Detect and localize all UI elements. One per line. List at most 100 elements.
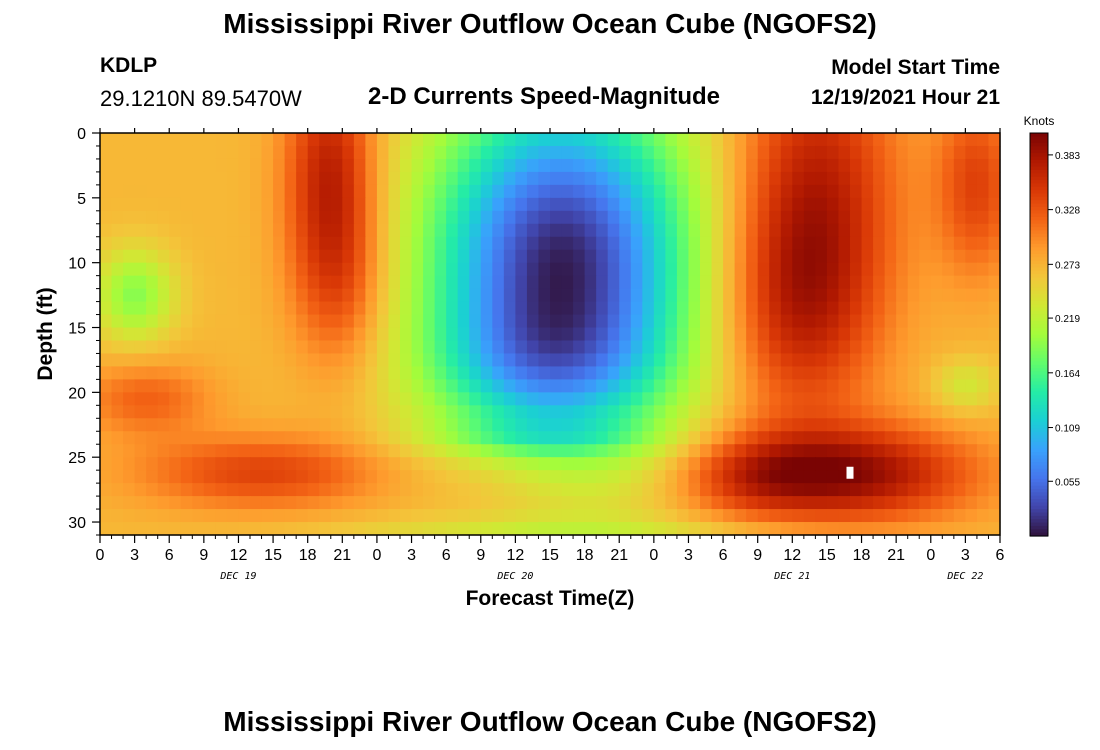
x-tick-label: 21: [333, 547, 351, 564]
heatmap-cell: [815, 288, 828, 303]
heatmap-cell: [850, 236, 863, 251]
heatmap-cell: [780, 275, 793, 290]
heatmap-cell: [907, 223, 920, 238]
heatmap-cell: [907, 133, 920, 147]
heatmap-cell: [215, 236, 228, 251]
heatmap-cell: [111, 483, 124, 497]
heatmap-cell: [803, 418, 816, 432]
heatmap-cell: [676, 236, 690, 251]
heatmap-cell: [700, 470, 713, 484]
heatmap-cell: [319, 236, 332, 251]
heatmap-cell: [100, 457, 113, 471]
heatmap-cell: [896, 288, 909, 303]
heatmap-cell: [573, 431, 586, 445]
heatmap-cell: [376, 444, 390, 458]
heatmap-cell: [503, 509, 516, 523]
heatmap-cell: [838, 223, 851, 238]
heatmap-cell: [515, 171, 528, 186]
heatmap-cell: [273, 522, 286, 536]
colorbar-swatch: [1030, 190, 1048, 195]
heatmap-cell: [607, 236, 620, 251]
heatmap-cell: [561, 158, 574, 173]
heatmap-cell: [665, 392, 678, 406]
heatmap-cell: [434, 197, 447, 212]
x-tick-label: 15: [541, 547, 559, 564]
heatmap-cell: [550, 353, 563, 368]
heatmap-cell: [515, 366, 528, 380]
heatmap-cell: [457, 301, 470, 316]
heatmap-cell: [561, 301, 574, 316]
heatmap-cell: [826, 405, 840, 419]
heatmap-cell: [365, 340, 378, 355]
heatmap-cell: [746, 314, 759, 329]
heatmap-cell: [284, 314, 297, 329]
heatmap-cell: [792, 171, 805, 186]
heatmap-cell: [330, 444, 343, 458]
heatmap-cell: [388, 353, 401, 368]
heatmap-cell: [296, 392, 309, 406]
heatmap-cell: [734, 158, 747, 173]
heatmap-cell: [388, 366, 401, 380]
heatmap-cell: [330, 483, 343, 497]
heatmap-cell: [803, 457, 816, 471]
heatmap-cell: [930, 158, 943, 173]
heatmap-cell: [250, 457, 263, 471]
heatmap-cell: [515, 184, 528, 199]
heatmap-cell: [169, 418, 182, 432]
colorbar-swatch: [1030, 381, 1048, 386]
heatmap-cell: [780, 353, 793, 368]
heatmap-cell: [123, 496, 136, 510]
heatmap-cell: [330, 327, 343, 342]
heatmap-cell: [226, 236, 240, 251]
heatmap-cell: [538, 483, 551, 497]
heatmap-cell: [146, 379, 159, 393]
heatmap-cell: [884, 314, 897, 329]
heatmap-cell: [930, 327, 943, 342]
heatmap-cell: [538, 496, 551, 510]
heatmap-cell: [676, 145, 690, 160]
heatmap-cell: [676, 483, 690, 497]
heatmap-cell: [769, 379, 782, 393]
heatmap-cell: [526, 288, 540, 303]
heatmap-cell: [226, 249, 240, 264]
heatmap-cell: [757, 133, 770, 147]
heatmap-cell: [457, 133, 470, 147]
heatmap-cell: [100, 301, 113, 316]
heatmap-cell: [342, 184, 355, 199]
heatmap-cell: [250, 210, 263, 225]
heatmap-cell: [803, 470, 816, 484]
colorbar-swatch: [1030, 394, 1048, 399]
heatmap-cell: [700, 158, 713, 173]
heatmap-cell: [561, 379, 574, 393]
heatmap-cell: [353, 353, 366, 368]
heatmap-cell: [134, 405, 147, 419]
heatmap-cell: [630, 275, 643, 290]
heatmap-cell: [780, 470, 793, 484]
heatmap-cell: [792, 405, 805, 419]
heatmap-cell: [723, 509, 736, 523]
heatmap-cell: [388, 262, 401, 277]
heatmap-cell: [723, 288, 736, 303]
heatmap-cell: [769, 522, 782, 536]
heatmap-cell: [180, 314, 193, 329]
heatmap-cell: [942, 405, 955, 419]
heatmap-cell: [296, 353, 309, 368]
heatmap-cell: [250, 288, 263, 303]
heatmap-cell: [411, 197, 424, 212]
heatmap-cell: [296, 431, 309, 445]
heatmap-cell: [550, 223, 563, 238]
heatmap-cell: [203, 353, 216, 368]
heatmap-cell: [700, 210, 713, 225]
heatmap-cell: [953, 275, 966, 290]
heatmap-cell: [930, 457, 943, 471]
colorbar-swatch: [1030, 492, 1048, 497]
heatmap-cell: [803, 522, 816, 536]
heatmap-cell: [319, 522, 332, 536]
heatmap-cell: [446, 262, 459, 277]
heatmap-cell: [711, 327, 724, 342]
colorbar-swatch: [1030, 415, 1048, 420]
heatmap-cell: [930, 301, 943, 316]
heatmap-cell: [561, 509, 574, 523]
heatmap-cell: [769, 249, 782, 264]
heatmap-cell: [896, 327, 909, 342]
